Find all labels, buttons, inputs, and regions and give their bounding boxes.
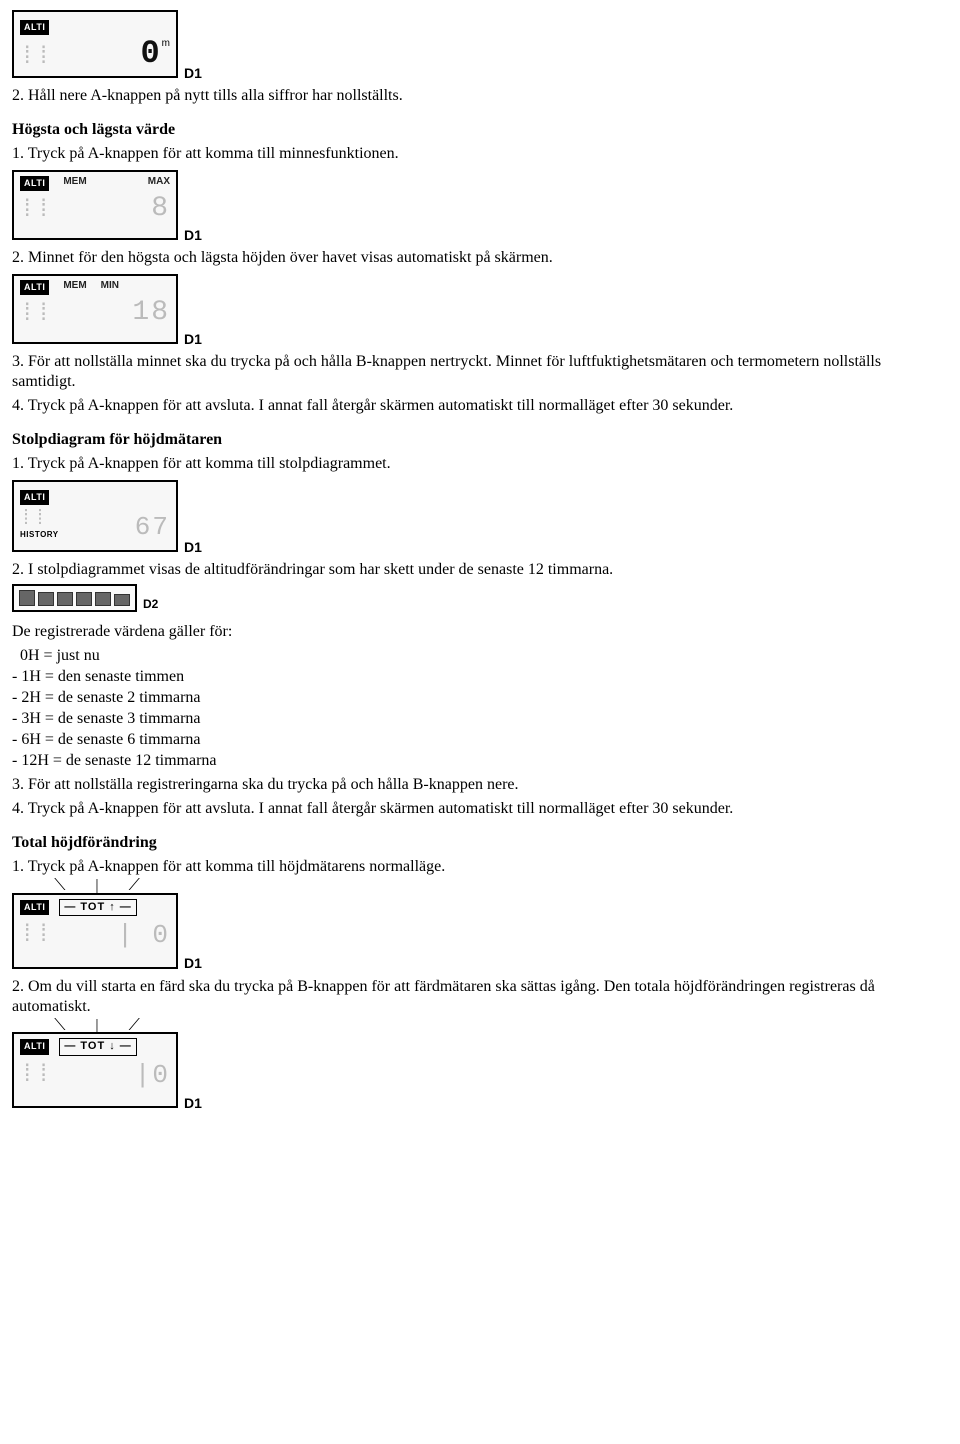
text-step: 1. Tryck på A-knappen för att komma till… <box>12 454 948 474</box>
lcd-tag: ALTI <box>20 176 49 191</box>
lcd-faint-value: 18 <box>132 299 170 327</box>
lcd-faint-left: ⁞⁞ <box>20 510 48 530</box>
lcd-caption: D1 <box>184 955 202 973</box>
lcd-caption: D1 <box>184 1095 202 1113</box>
lcd-figure-4: ALTI ⁞⁞ HISTORY 67 D1 <box>12 478 948 556</box>
lcd-faint-value: 67 <box>135 514 170 540</box>
lcd-faint-left: ⁞⁞ <box>20 46 53 70</box>
lcd-caption: D1 <box>184 331 202 349</box>
bar-chart-figure: D2 <box>12 584 948 612</box>
text-step: 2. Om du vill starta en färd ska du tryc… <box>12 977 948 1017</box>
lcd-mode-label: MIN <box>101 280 119 293</box>
lcd-caption: D1 <box>184 227 202 245</box>
heading-total: Total höjdförändring <box>12 833 948 853</box>
lcd-value: 0 <box>140 38 161 70</box>
lcd-tag: ALTI <box>20 1039 49 1054</box>
bar <box>57 592 73 606</box>
lcd-faint-value: | 0 <box>117 922 170 948</box>
bar <box>19 590 35 606</box>
lcd-tot-box: — TOT ↓ — <box>59 1038 136 1056</box>
text-step: 4. Tryck på A-knappen för att avsluta. I… <box>12 799 948 819</box>
bar <box>76 592 92 606</box>
lcd-figure-5: ⟍|⟋ ALTI — TOT ↑ — ⁞⁞ | 0 D1 <box>12 881 948 973</box>
lcd-faint-left: ⁞⁞ <box>20 199 53 223</box>
text-step: 4. Tryck på A-knappen för att avsluta. I… <box>12 396 948 416</box>
text-step: 2. Håll nere A-knappen på nytt tills all… <box>12 86 948 106</box>
lcd-faint-left: ⁞⁞ <box>20 924 53 948</box>
lcd-faint-left: ⁞⁞ <box>20 1064 53 1088</box>
lcd-faint-left: ⁞⁞ <box>20 303 53 327</box>
registered-value-line: - 3H = de senaste 3 timmarna <box>12 709 948 729</box>
bar-chart <box>12 584 137 612</box>
lcd-faint-value: 8 <box>151 195 170 223</box>
registered-value-line: - 2H = de senaste 2 timmarna <box>12 688 948 708</box>
lcd-tag: ALTI <box>20 900 49 915</box>
heading-stolp: Stolpdiagram för höjdmätaren <box>12 430 948 450</box>
bar <box>95 592 111 606</box>
lcd-tag: ALTI <box>20 280 49 295</box>
lcd-tot-box: — TOT ↑ — <box>59 899 136 917</box>
lcd-figure-3: ALTI MEM MIN ⁞⁞ 18 D1 <box>12 272 948 348</box>
registered-value-line: - 6H = de senaste 6 timmarna <box>12 730 948 750</box>
lcd-mem-label: MEM <box>63 176 86 189</box>
lcd-mode-label: MAX <box>148 176 170 189</box>
registered-value-list: 0H = just nu- 1H = den senaste timmen- 2… <box>12 646 948 771</box>
lcd-mem-label: MEM <box>63 280 86 293</box>
bar-chart-caption: D2 <box>143 597 158 612</box>
registered-value-line: - 1H = den senaste timmen <box>12 667 948 687</box>
text-step: 2. I stolpdiagrammet visas de altitudför… <box>12 560 948 580</box>
registered-intro: De registrerade värdena gäller för: <box>12 622 948 642</box>
lcd-tag: ALTI <box>20 20 49 35</box>
text-step: 3. För att nollställa minnet ska du tryc… <box>12 352 948 392</box>
lcd-caption: D1 <box>184 65 202 83</box>
lcd-caption: D1 <box>184 539 202 557</box>
text-step: 3. För att nollställa registreringarna s… <box>12 775 948 795</box>
lcd-history-label: HISTORY <box>20 530 59 540</box>
lcd-faint-value: |0 <box>135 1062 170 1088</box>
lcd-figure-6: ⟍|⟋ ALTI — TOT ↓ — ⁞⁞ |0 D1 <box>12 1021 948 1113</box>
lcd-tag: ALTI <box>20 490 49 505</box>
registered-value-line: - 12H = de senaste 12 timmarna <box>12 751 948 771</box>
heading-hogsta: Högsta och lägsta värde <box>12 120 948 140</box>
lcd-figure-2: ALTI MEM MAX ⁞⁞ 8 D1 <box>12 168 948 244</box>
lcd-unit: m <box>162 38 170 51</box>
text-step: 2. Minnet för den högsta och lägsta höjd… <box>12 248 948 268</box>
registered-value-line: 0H = just nu <box>12 646 948 666</box>
lcd-figure-1: ALTI ⁞⁞ 0 m D1 <box>12 8 948 82</box>
bar <box>114 594 130 606</box>
bar <box>38 592 54 606</box>
text-step: 1. Tryck på A-knappen för att komma till… <box>12 144 948 164</box>
text-step: 1. Tryck på A-knappen för att komma till… <box>12 857 948 877</box>
